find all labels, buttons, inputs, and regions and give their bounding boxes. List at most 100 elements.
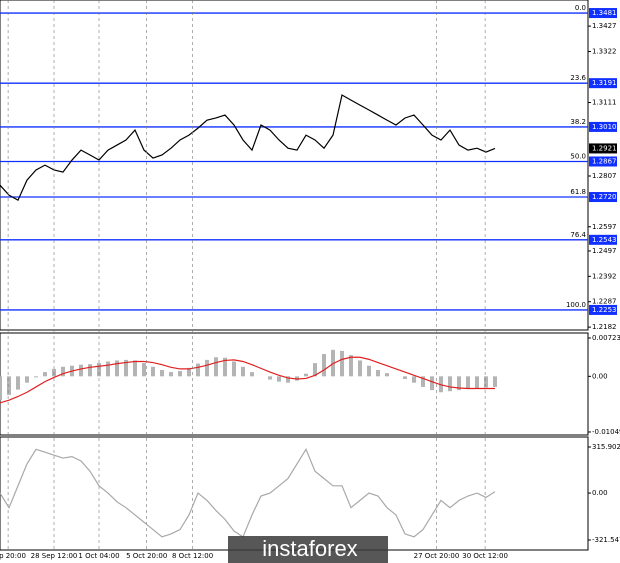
level-price: 1.3191 (592, 79, 617, 87)
last-price: 1.2921 (592, 144, 617, 152)
main-panel (0, 0, 589, 331)
level-price-box (589, 78, 617, 89)
x-tick-label: 5 Oct 20:00 (126, 552, 167, 560)
price-line (0, 447, 496, 538)
y-tick-label: 315.9023 (592, 443, 620, 451)
histogram-bar (7, 376, 11, 395)
y-tick-label: 1.2392 (592, 272, 617, 280)
level-price: 1.3481 (592, 9, 617, 17)
histogram-bar (79, 364, 83, 377)
level-name: 50.0 (570, 152, 586, 160)
histogram-bar (286, 376, 290, 383)
histogram-bar (43, 372, 47, 377)
last-price-box (589, 143, 617, 154)
histogram-bar (403, 376, 407, 379)
y-tick-label: 1.3322 (592, 47, 617, 55)
histogram-bar (250, 372, 254, 377)
histogram-bar (358, 360, 362, 377)
y-tick-label: 1.3111 (592, 99, 617, 107)
histogram-bar (475, 376, 479, 389)
level-price: 1.2720 (592, 193, 617, 201)
histogram-bar (169, 372, 173, 377)
level-name: 100.0 (566, 301, 586, 309)
histogram-bar (376, 369, 380, 377)
histogram-bar (115, 360, 119, 377)
y-tick-label: 1.2807 (592, 172, 617, 180)
histogram-bar (367, 365, 371, 377)
level-name: 38.2 (570, 118, 586, 126)
x-tick-label: 28 Sep 12:00 (31, 552, 78, 560)
level-name: 23.6 (570, 74, 586, 82)
histogram-bar (448, 376, 452, 392)
histogram-bar (178, 371, 182, 377)
y-tick-label: -0.01049 (592, 428, 620, 436)
level-price-box (589, 8, 617, 19)
histogram-bar (430, 376, 434, 391)
level-price: 1.2867 (592, 157, 617, 165)
histogram-bar (223, 357, 227, 377)
x-tick-label: 30 Oct 12:00 (462, 552, 508, 560)
histogram-bar (322, 354, 326, 377)
price-line (0, 94, 496, 202)
histogram-bar (349, 355, 353, 377)
histogram-bar (124, 359, 128, 377)
histogram-bar (340, 350, 344, 377)
level-price-box (589, 234, 617, 245)
histogram-bar (151, 366, 155, 377)
histogram-bar (205, 359, 209, 377)
macd-panel (0, 332, 589, 436)
level-price: 1.2543 (592, 236, 617, 244)
histogram-bar (241, 366, 245, 377)
signal-line (0, 356, 495, 404)
histogram-bar (61, 366, 65, 377)
histogram-bar (106, 361, 110, 377)
watermark-bg (228, 536, 388, 563)
histogram-bar (0, 376, 2, 401)
y-tick-label: 0.00 (592, 372, 608, 380)
x-tick-label: Sep 20:00 (0, 552, 26, 560)
y-tick-label: 1.2287 (592, 298, 617, 306)
histogram-bar (313, 363, 317, 377)
y-tick-label: 0.00 (592, 489, 608, 497)
histogram-bar (214, 357, 218, 377)
y-tick-label: 1.3427 (592, 22, 617, 30)
level-price: 1.3010 (592, 123, 617, 131)
level-price-box (589, 121, 617, 132)
histogram-bar (412, 376, 416, 383)
histogram-bar (25, 376, 29, 383)
histogram-bar (133, 360, 137, 377)
histogram-bar (34, 376, 38, 378)
level-price: 1.2253 (592, 306, 617, 314)
x-tick-label: 1 Oct 04:00 (78, 552, 119, 560)
histogram-bar (457, 376, 461, 391)
y-tick-label: 1.2497 (592, 247, 617, 255)
histogram-bar (385, 373, 389, 377)
y-tick-label: 1.2597 (592, 223, 617, 231)
histogram-bar (421, 376, 425, 387)
level-name: 76.4 (570, 231, 586, 239)
histogram-bar (187, 367, 191, 377)
level-name: 0.0 (575, 4, 586, 12)
histogram-bar (88, 364, 92, 377)
histogram-bar (268, 376, 272, 380)
histogram-bar (160, 369, 164, 377)
level-name: 61.8 (570, 188, 586, 196)
histogram-bar (16, 376, 20, 390)
histogram-bar (97, 363, 101, 377)
histogram-bar (196, 363, 200, 377)
histogram-bar (484, 376, 488, 388)
histogram-bar (304, 373, 308, 377)
histogram-bar (142, 363, 146, 377)
x-tick-label: 8 Oct 12:00 (172, 552, 213, 560)
histogram-bar (466, 376, 470, 390)
watermark: instaforex (262, 536, 357, 561)
y-tick-label: 0.00723 (592, 334, 620, 342)
histogram-bar (277, 376, 281, 382)
y-tick-label: -321.5475 (592, 536, 620, 544)
level-price-box (589, 156, 617, 167)
level-price-box (589, 304, 617, 315)
